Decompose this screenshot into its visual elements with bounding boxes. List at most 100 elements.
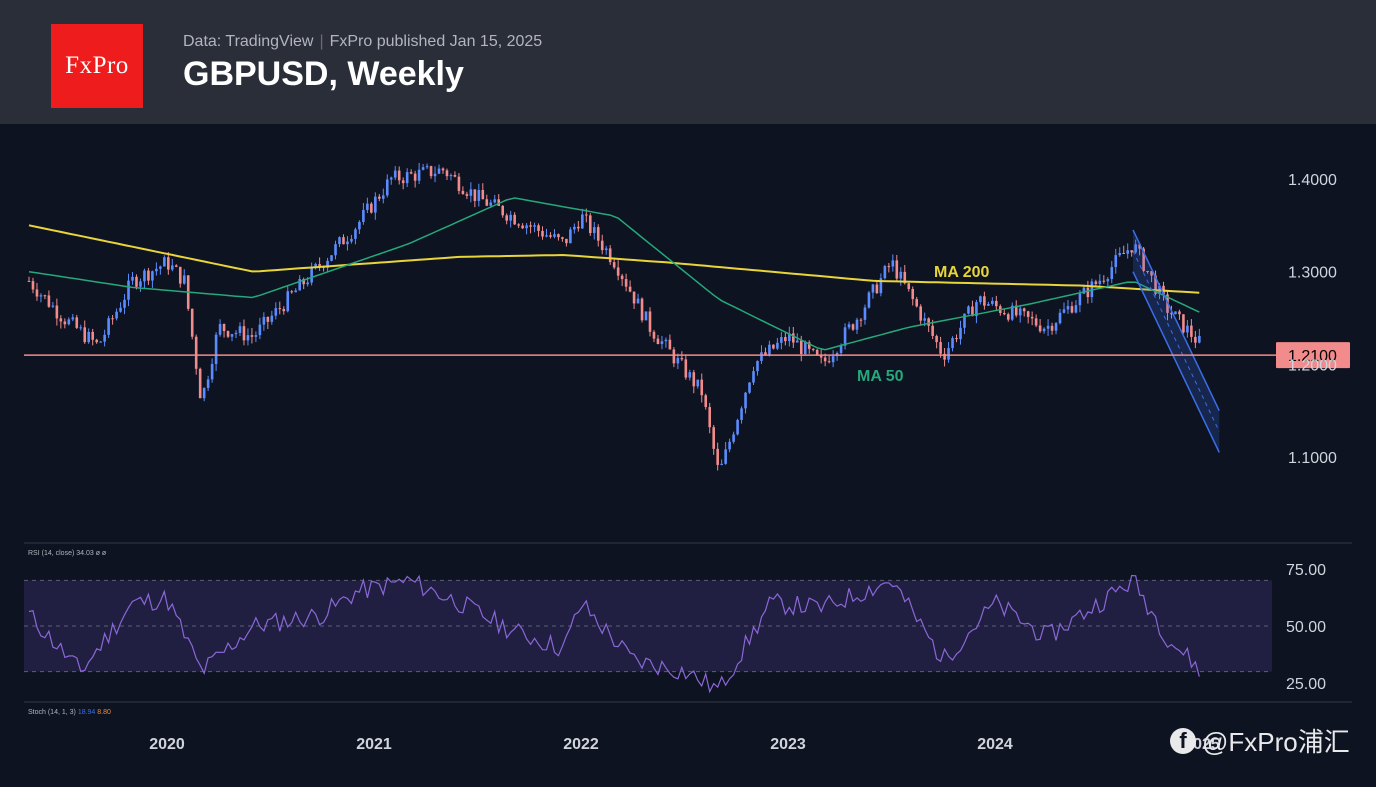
source-line: Data: TradingView | FxPro published Jan 15…	[183, 33, 542, 51]
candle-body	[409, 172, 413, 174]
candle-body	[135, 276, 138, 287]
candle-body	[266, 316, 270, 322]
candles	[27, 162, 1201, 471]
candle-body	[206, 379, 210, 388]
candle-body	[473, 189, 477, 201]
candle-body	[35, 289, 39, 297]
candle-body	[680, 357, 684, 360]
support-price-badge	[1276, 342, 1350, 369]
candle-body	[47, 295, 51, 307]
candle-body	[760, 352, 763, 361]
candle-body	[1114, 255, 1118, 268]
candle-body	[887, 266, 891, 268]
candle-body	[1070, 306, 1074, 313]
candle-body	[385, 179, 389, 196]
candle-body	[429, 166, 433, 177]
candle-body	[115, 311, 118, 319]
data-source: Data: TradingView	[183, 33, 314, 50]
candle-body	[374, 196, 377, 213]
ma50-line	[28, 197, 1200, 351]
candle-body	[250, 335, 254, 337]
candle-body	[931, 325, 934, 336]
candle-body	[867, 292, 871, 308]
candle-body	[242, 326, 246, 341]
candle-body	[1194, 336, 1197, 343]
candle-body	[182, 275, 186, 284]
candle-body	[1058, 312, 1062, 324]
candle-body	[1066, 306, 1070, 310]
candle-body	[230, 334, 234, 337]
year-tick: 2021	[356, 736, 392, 753]
candle-body	[660, 341, 664, 345]
candle-body	[549, 235, 552, 237]
candle-body	[748, 382, 751, 393]
candle-body	[1142, 248, 1145, 271]
candle-body	[1026, 311, 1030, 317]
channel-lower	[1132, 271, 1220, 453]
candle-body	[604, 248, 608, 251]
candle-body	[863, 307, 867, 320]
candle-body	[1042, 328, 1046, 332]
candle-body	[640, 298, 644, 321]
candle-body	[330, 255, 333, 261]
chart-header: FxPro Data: TradingView | FxPro published …	[0, 0, 1376, 124]
price-tick: 1.2000	[1288, 357, 1337, 374]
candle-body	[1178, 311, 1181, 315]
candle-body	[75, 317, 79, 328]
candle-body	[525, 225, 528, 229]
candle-body	[286, 291, 290, 312]
candle-body	[143, 270, 146, 282]
candle-body	[282, 308, 286, 312]
candle-body	[895, 260, 899, 279]
candle-body	[569, 229, 572, 244]
candle-body	[704, 395, 708, 408]
candle-body	[608, 248, 612, 263]
candle-body	[1002, 312, 1006, 315]
candle-body	[477, 189, 481, 201]
candle-body	[756, 360, 759, 372]
candle-body	[421, 167, 425, 170]
candle-body	[254, 335, 258, 337]
candle-body	[1138, 244, 1141, 249]
candle-body	[493, 199, 497, 203]
candle-body	[1082, 287, 1086, 294]
candle-body	[198, 368, 202, 399]
candle-body	[174, 265, 178, 267]
candle-body	[258, 324, 262, 336]
candle-body	[1030, 316, 1034, 319]
candle-body	[1170, 312, 1173, 315]
candle-body	[127, 280, 130, 300]
candle-body	[513, 214, 516, 225]
candle-body	[238, 326, 242, 333]
year-tick: 2023	[770, 736, 806, 753]
candle-body	[310, 267, 313, 283]
candle-body	[178, 266, 182, 284]
candle-body	[1174, 311, 1177, 315]
candle-body	[1078, 293, 1082, 306]
price-pane: MA 200 MA 50 1.2100 1.4000 1.3000 1.2000 1.1…	[24, 162, 1350, 471]
candle-body	[740, 408, 743, 420]
price-axis: 1.4000 1.3000 1.2000 1.1000	[1288, 172, 1337, 467]
candle-body	[919, 306, 922, 321]
candle-body	[350, 238, 353, 242]
candle-body	[628, 286, 632, 292]
ma200-line	[28, 224, 1200, 294]
candle-body	[776, 342, 779, 349]
candle-body	[875, 284, 879, 294]
candle-body	[465, 194, 469, 196]
candle-body	[911, 289, 915, 300]
candle-body	[620, 275, 624, 280]
candle-body	[632, 291, 636, 304]
descending-channel	[1132, 229, 1220, 453]
candle-body	[975, 302, 978, 317]
candle-body	[784, 337, 787, 342]
candle-body	[67, 319, 71, 325]
rsi-plot: 75.00 50.00 25.00	[24, 562, 1326, 694]
candle-body	[533, 225, 536, 227]
candle-body	[592, 227, 596, 234]
candle-body	[505, 215, 508, 221]
candle-body	[1006, 314, 1010, 320]
candle-body	[545, 235, 548, 237]
candle-body	[1126, 250, 1129, 254]
candle-body	[302, 278, 305, 285]
